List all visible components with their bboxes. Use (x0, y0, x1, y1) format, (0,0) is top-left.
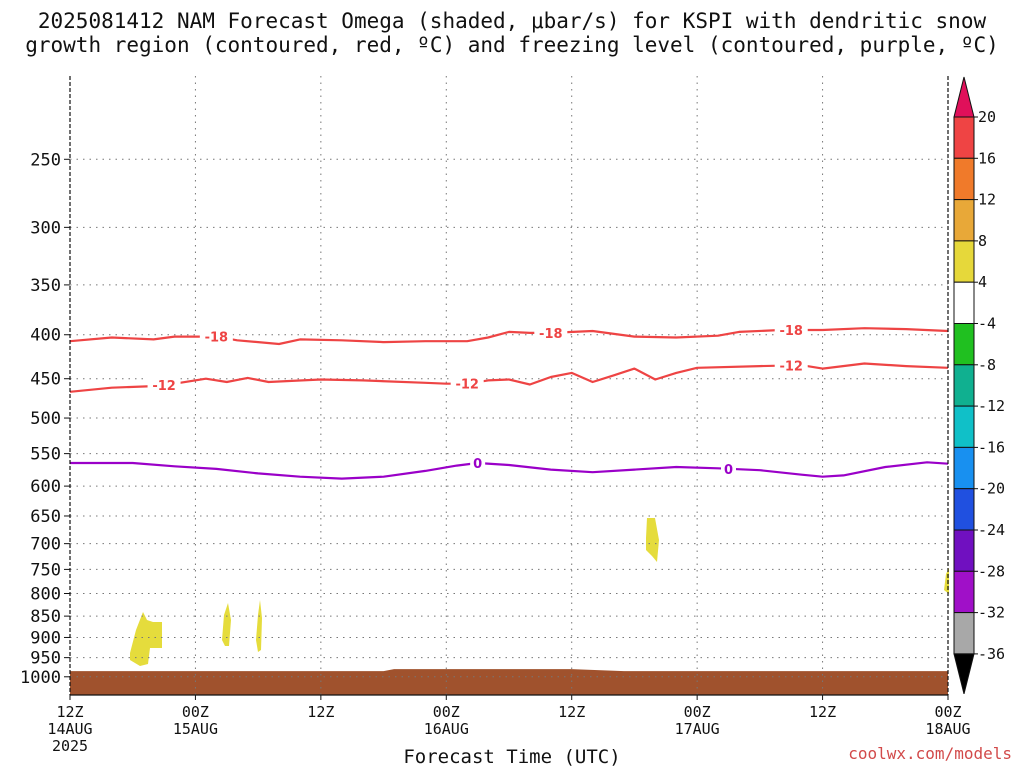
colorbar-segment (953, 116, 975, 159)
colorbar-top-arrow (953, 76, 975, 118)
x-tick-label: 00Z (934, 703, 961, 721)
chart-title-line1: 2025081412 NAM Forecast Omega (shaded, μ… (37, 9, 987, 33)
y-tick-label: 400 (30, 326, 61, 346)
y-tick-label: 250 (30, 150, 61, 170)
x-tick-label: 12Z (558, 703, 585, 721)
y-tick-label: 300 (30, 218, 61, 238)
x-tick-label: 00Z (684, 703, 711, 721)
colorbar-label: 4 (978, 273, 987, 291)
colorbar-segment (953, 529, 975, 572)
contour-label: -12 (779, 359, 803, 374)
colorbar-label: 8 (978, 232, 987, 250)
y-tick-label: 350 (30, 276, 61, 296)
contour-label: 0 (724, 463, 733, 478)
y-tick-label: 450 (30, 370, 61, 390)
colorbar-label: -32 (978, 604, 1005, 622)
contour-label-bg (774, 356, 808, 375)
contour-line (69, 362, 949, 393)
contour-label-bg (199, 327, 233, 346)
colorbar-label: -20 (978, 480, 1005, 498)
contour-label-bg (147, 375, 181, 394)
colorbar-segment (953, 157, 975, 201)
y-tick-label: 900 (30, 628, 61, 648)
contour-label-bg (470, 454, 486, 473)
source-credit: coolwx.com/models (848, 744, 1012, 763)
omega-shaded-region (646, 518, 659, 562)
y-tick-label: 800 (30, 584, 61, 604)
x-tick-label: 18AUG (925, 720, 970, 738)
colorbar-segment (953, 446, 975, 490)
x-tick-label: 14AUG (47, 720, 92, 738)
contour-label-bg (534, 323, 568, 342)
colorbar-segment (953, 364, 975, 407)
y-tick-label: 750 (30, 560, 61, 580)
y-tick-label: 1000 (20, 668, 61, 688)
colorbar-segment (953, 612, 975, 655)
colorbar-label: -16 (978, 438, 1005, 456)
y-tick-label: 550 (30, 445, 61, 465)
colorbar-label: 16 (978, 149, 996, 167)
contour-label-bg (774, 321, 808, 340)
y-tick-label: 850 (30, 607, 61, 627)
x-axis-title: Forecast Time (UTC) (403, 746, 621, 768)
colorbar-label: -36 (978, 645, 1005, 663)
contour-label: 0 (473, 457, 482, 472)
x-tick-label: 17AUG (675, 720, 720, 738)
colorbar-segment (953, 323, 975, 366)
y-tick-label: 700 (30, 535, 61, 555)
colorbar-segment (953, 405, 975, 448)
contour-label: -12 (152, 379, 176, 394)
colorbar-segment (953, 199, 975, 242)
colorbar-segment (953, 570, 975, 614)
chart-title-line2: growth region (contoured, red, ºC) and f… (25, 33, 999, 57)
x-tick-label: 12Z (809, 703, 836, 721)
colorbar-label: 20 (978, 108, 996, 126)
omega-shaded-region (256, 600, 262, 652)
contour-label: -12 (455, 378, 479, 393)
contour-label: -18 (539, 327, 563, 342)
x-tick-label: 00Z (182, 703, 209, 721)
colorbar-segment (953, 488, 975, 531)
contour-label: -18 (779, 324, 803, 339)
y-tick-label: 500 (30, 409, 61, 429)
x-tick-label: 2025 (52, 737, 88, 755)
colorbar-label: 12 (978, 191, 996, 209)
colorbar-segment (953, 281, 975, 325)
x-tick-label: 00Z (433, 703, 460, 721)
y-tick-label: 650 (30, 507, 61, 527)
contour-label-bg (450, 374, 484, 393)
ground-fill (70, 669, 948, 695)
colorbar-label: -12 (978, 397, 1005, 415)
contour-line (70, 461, 949, 480)
contour-label-bg (721, 459, 736, 478)
colorbar-label: -4 (978, 315, 996, 333)
y-tick-label: 600 (30, 477, 61, 497)
x-tick-label: 15AUG (173, 720, 218, 738)
y-tick-label: 950 (30, 649, 61, 669)
colorbar-label: -24 (978, 521, 1005, 539)
colorbar-segment (953, 240, 975, 283)
contour-label: -18 (205, 331, 229, 346)
x-tick-label: 12Z (56, 703, 83, 721)
omega-shaded-region (222, 603, 231, 646)
colorbar-label: -8 (978, 356, 996, 374)
colorbar-bottom-arrow (953, 653, 975, 695)
omega-shaded-region (130, 612, 162, 666)
colorbar-label: -28 (978, 562, 1005, 580)
x-tick-label: 16AUG (424, 720, 469, 738)
x-tick-label: 12Z (307, 703, 334, 721)
